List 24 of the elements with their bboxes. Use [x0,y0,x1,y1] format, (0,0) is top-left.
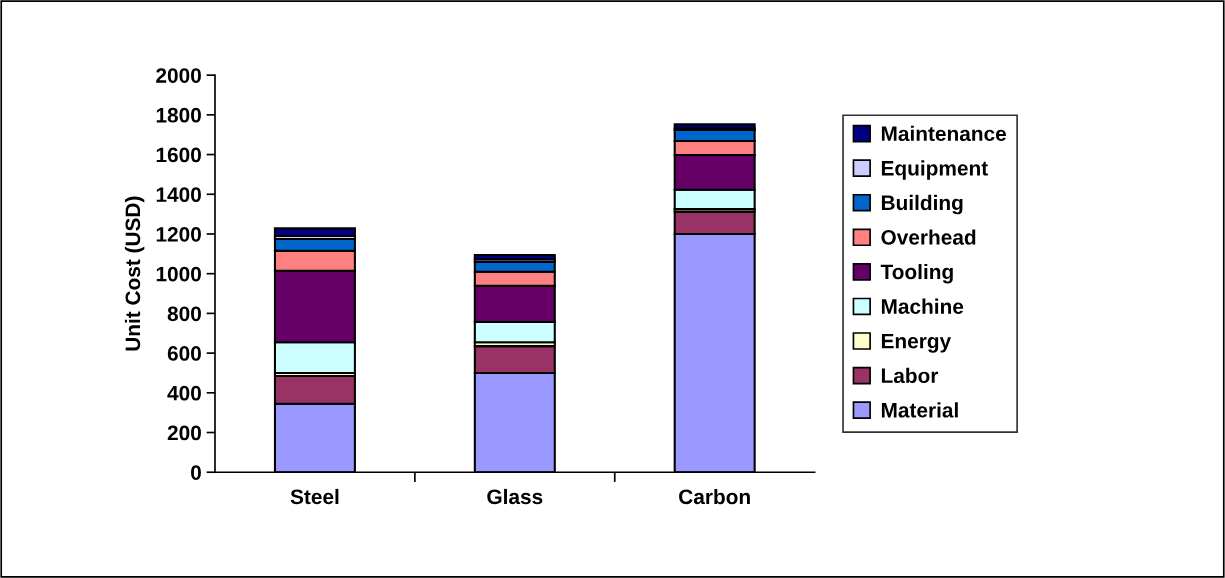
y-tick-label: 400 [167,385,201,401]
y-tick-label: 1400 [156,187,201,203]
y-tick-label: 600 [167,346,201,361]
y-tick-label: 0 [191,465,201,480]
y-tick-label: 1200 [156,226,201,242]
legend-label: Labor [881,367,939,384]
legend-label: Overhead [881,229,976,245]
y-tick-label: 1800 [156,107,201,123]
y-tick-label: 2000 [156,68,201,83]
y-tick-label: 1000 [156,266,201,282]
x-tick-label: Steel [290,488,339,505]
y-axis-title: Unit Cost (USD) [124,196,145,351]
legend-label: Material [881,402,958,418]
legend-label: Machine [881,298,964,314]
legend-label: Maintenance [881,125,1007,142]
y-tick-label: 800 [167,306,201,322]
legend-label: Energy [881,333,952,353]
x-tick-label: Glass [487,488,543,505]
x-tick-label: Carbon [679,488,750,505]
y-tick-label: 200 [167,425,201,441]
y-tick-label: 1600 [156,147,201,163]
legend-label: Building [881,194,963,215]
legend-label: Tooling [880,263,953,284]
legend-label: Equipment [881,160,988,180]
